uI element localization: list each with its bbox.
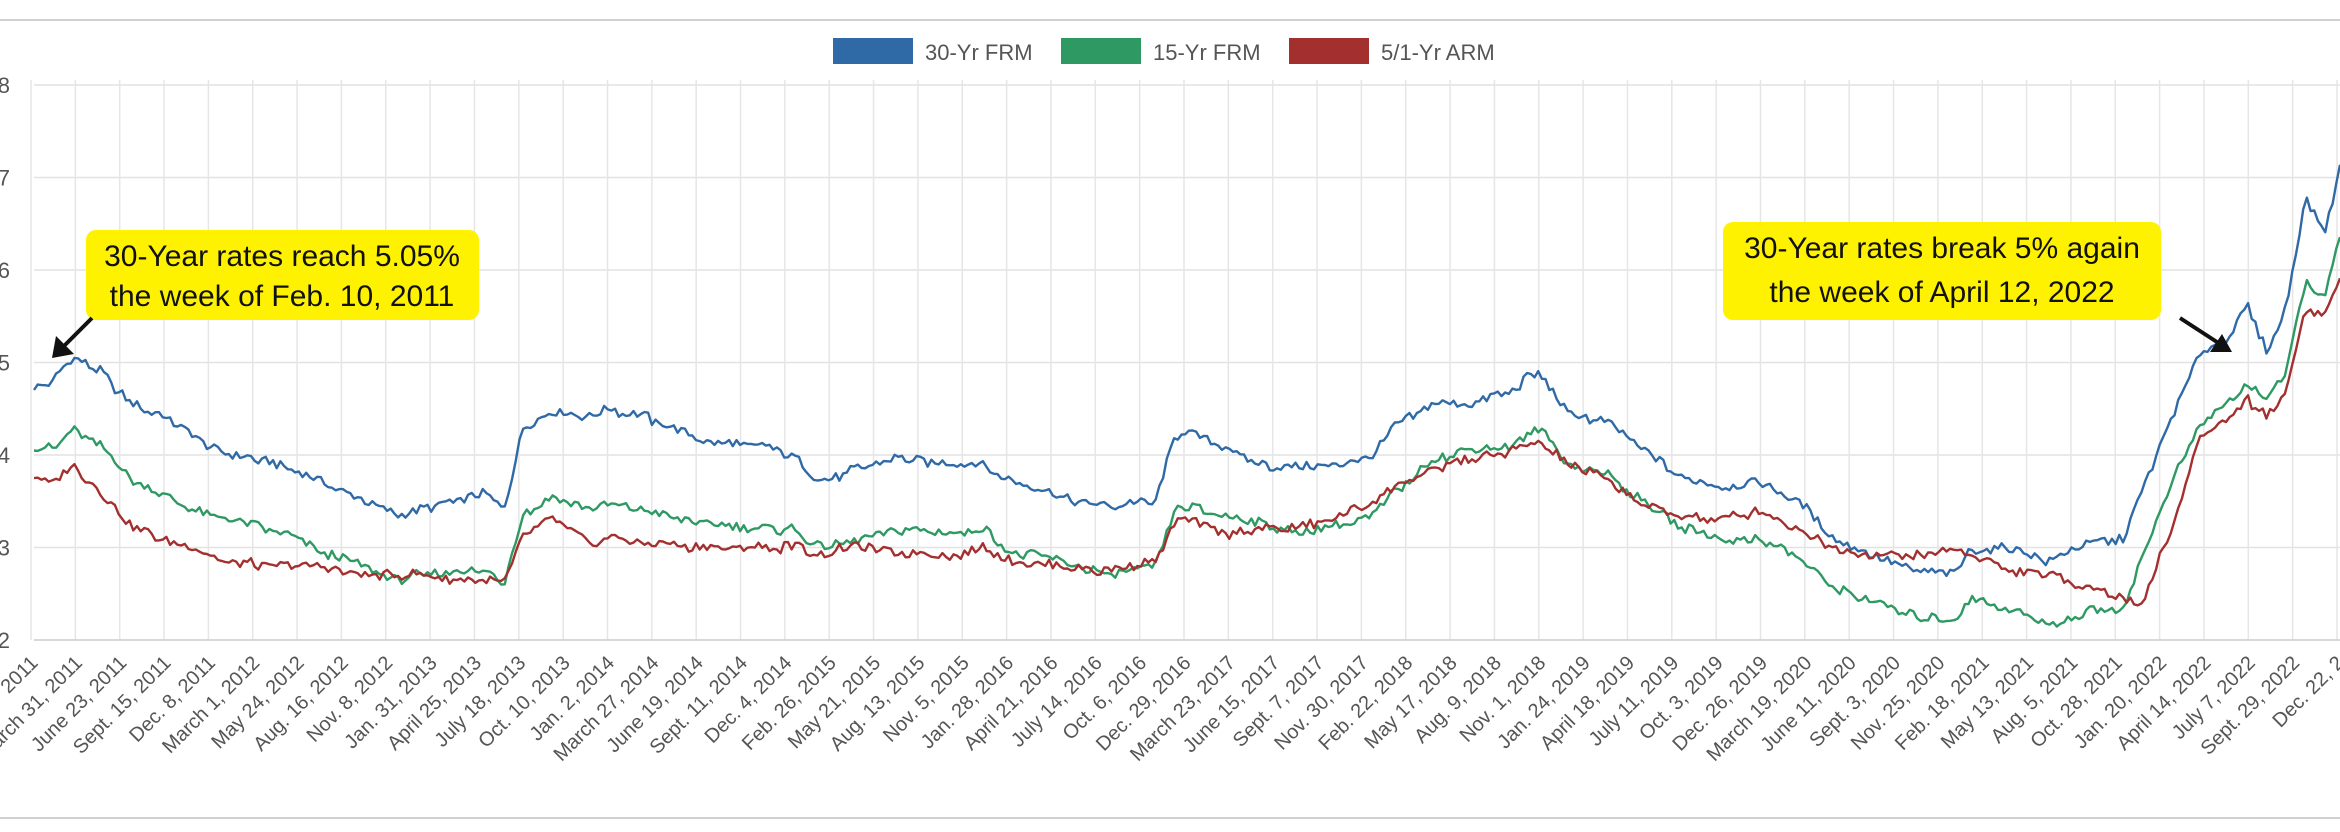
y-axis: 2 3 4 5 6 7 8 bbox=[0, 73, 10, 653]
annotation-2022-box bbox=[1723, 222, 2161, 320]
legend-label-arm: 5/1-Yr ARM bbox=[1381, 40, 1495, 65]
annotation-2011: 30-Year rates reach 5.05% the week of Fe… bbox=[52, 230, 479, 358]
annotation-2022-arrow bbox=[2178, 316, 2222, 346]
y-tick-label: 6 bbox=[0, 258, 10, 283]
series-line-30yr bbox=[33, 164, 2340, 578]
annotation-2022-line2: the week of April 12, 2022 bbox=[1769, 276, 2114, 309]
legend-label-15yr: 15-Yr FRM bbox=[1153, 40, 1261, 65]
y-tick-label: 4 bbox=[0, 443, 10, 468]
annotation-2011-line2: the week of Feb. 10, 2011 bbox=[110, 280, 455, 313]
annotation-2011-arrowhead bbox=[52, 336, 74, 358]
legend-item-30yr[interactable]: 30-Yr FRM bbox=[833, 38, 1033, 65]
legend-item-arm[interactable]: 5/1-Yr ARM bbox=[1289, 38, 1495, 65]
annotation-2011-arrow bbox=[58, 316, 94, 352]
legend-swatch-arm bbox=[1289, 38, 1369, 64]
y-tick-label: 7 bbox=[0, 166, 10, 191]
annotation-2022-arrowhead bbox=[2210, 334, 2232, 352]
legend-item-15yr[interactable]: 15-Yr FRM bbox=[1061, 38, 1261, 65]
annotation-2022-line1: 30-Year rates break 5% again bbox=[1744, 232, 2140, 265]
annotation-2011-line1: 30-Year rates reach 5.05% bbox=[104, 240, 460, 273]
y-tick-label: 2 bbox=[0, 628, 10, 653]
y-tick-label: 8 bbox=[0, 73, 10, 98]
series-line-15yr bbox=[33, 236, 2340, 628]
annotation-2022: 30-Year rates break 5% again the week of… bbox=[1723, 222, 2232, 352]
legend-label-30yr: 30-Yr FRM bbox=[925, 40, 1033, 65]
legend-swatch-15yr bbox=[1061, 38, 1141, 64]
series-lines bbox=[33, 164, 2340, 628]
grid bbox=[30, 80, 2340, 641]
legend: 30-Yr FRM 15-Yr FRM 5/1-Yr ARM bbox=[833, 38, 1495, 65]
y-tick-label: 3 bbox=[0, 536, 10, 561]
series-line-arm bbox=[33, 277, 2340, 607]
y-tick-label: 5 bbox=[0, 351, 10, 376]
annotation-2011-box bbox=[86, 230, 479, 320]
legend-swatch-30yr bbox=[833, 38, 913, 64]
annotations: 30-Year rates reach 5.05% the week of Fe… bbox=[52, 222, 2232, 358]
